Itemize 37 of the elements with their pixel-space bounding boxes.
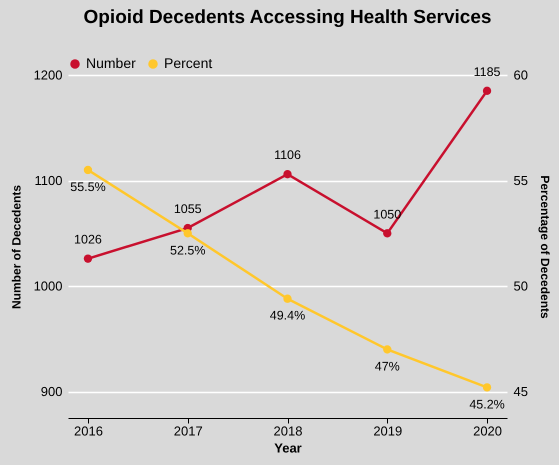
point bbox=[184, 229, 192, 238]
y-tick-label: 1000 bbox=[34, 278, 62, 294]
x-tick-label: 2020 bbox=[473, 424, 502, 438]
y-tick-label: 900 bbox=[40, 384, 62, 400]
y2-tick-label: 45 bbox=[514, 384, 528, 400]
data-label: 52.5% bbox=[170, 243, 206, 258]
point bbox=[383, 345, 392, 354]
data-label: 1185 bbox=[474, 64, 501, 79]
x-tick-label: 2018 bbox=[274, 424, 302, 438]
y-tick-label: 1100 bbox=[34, 173, 62, 188]
y2-axis-title: Percentage of Decedents bbox=[538, 175, 552, 320]
data-label: 1106 bbox=[274, 148, 301, 162]
legend-label: Percent bbox=[164, 55, 212, 71]
x-axis-title: Year bbox=[274, 440, 302, 456]
y-axis-title: Number of Decedents bbox=[10, 184, 24, 310]
point bbox=[283, 294, 292, 303]
data-label: 1055 bbox=[174, 202, 202, 216]
data-label: 1026 bbox=[74, 232, 102, 247]
point bbox=[283, 170, 292, 178]
y2-tick-label: 60 bbox=[514, 68, 528, 82]
data-label: 47% bbox=[374, 359, 400, 374]
x-tick-label: 2017 bbox=[174, 424, 203, 438]
y2-tick-label: 55 bbox=[514, 173, 528, 188]
point bbox=[84, 254, 92, 263]
point bbox=[482, 383, 492, 392]
data-label: 45.2% bbox=[469, 397, 505, 412]
point bbox=[383, 229, 392, 238]
x-tick-label: 2019 bbox=[373, 424, 402, 438]
y2-tick-label: 50 bbox=[514, 278, 528, 294]
y-tick-label: 1200 bbox=[34, 68, 62, 82]
data-label: 55.5% bbox=[70, 180, 106, 194]
point bbox=[84, 166, 92, 174]
data-label: 49.4% bbox=[270, 308, 306, 323]
legend-label: Number bbox=[86, 55, 136, 71]
chart-title: Opioid Decedents Accessing Health Services bbox=[84, 7, 492, 28]
point bbox=[482, 86, 492, 96]
x-tick-label: 2016 bbox=[74, 424, 103, 438]
